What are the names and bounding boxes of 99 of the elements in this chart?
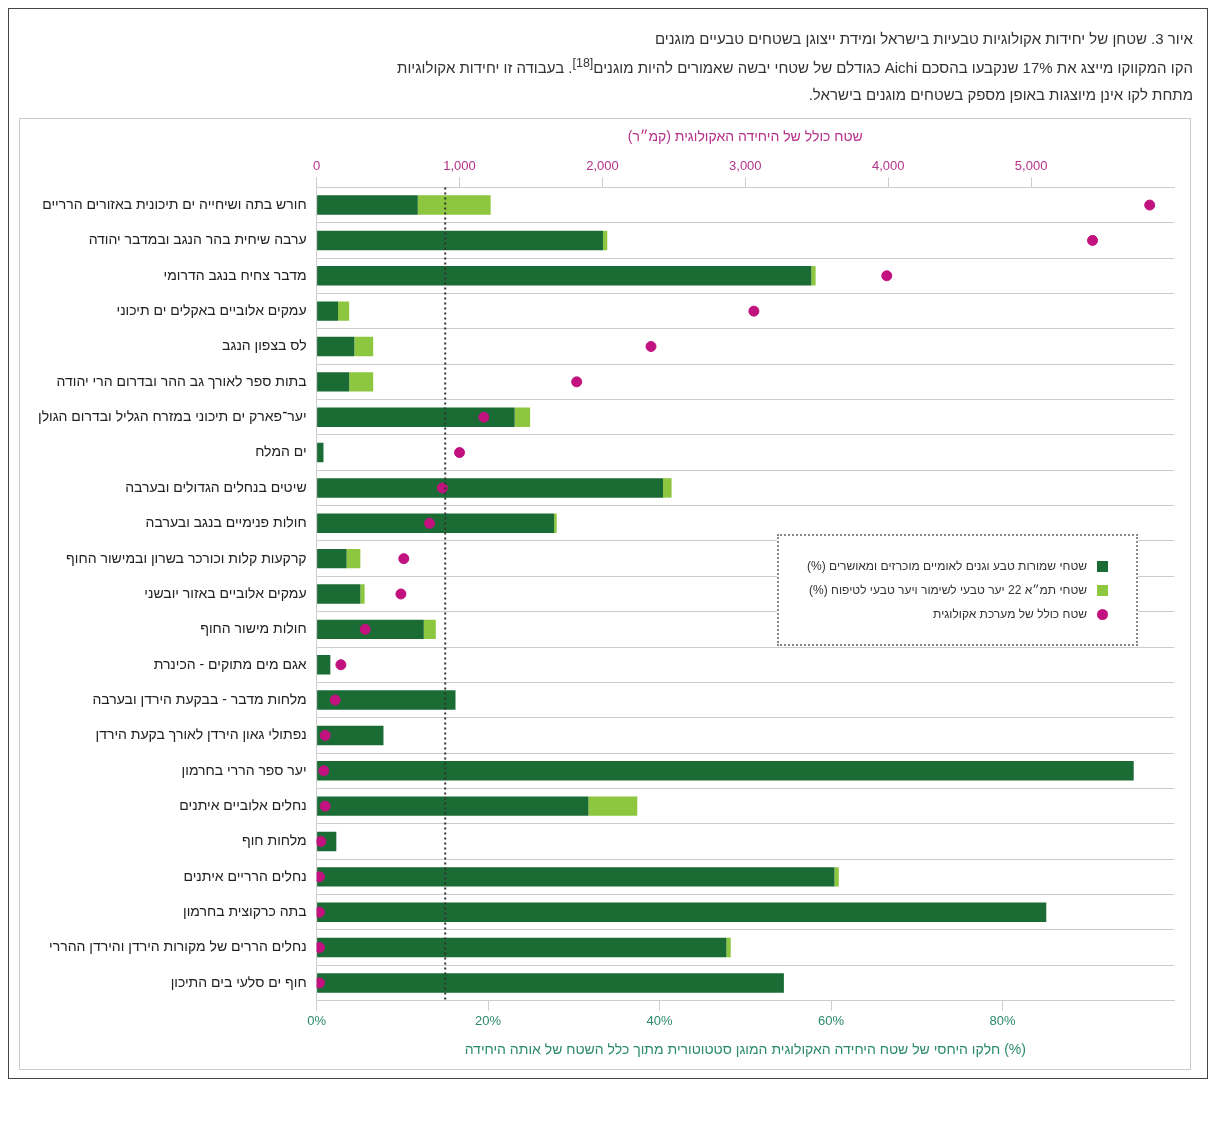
- y-tick-label: שיטים בנחלים הגדולים ובערבה: [125, 478, 307, 495]
- point: [424, 517, 436, 529]
- bar: [317, 548, 347, 569]
- x-tick-label: 80%: [989, 1012, 1016, 1028]
- bar: [317, 973, 784, 993]
- y-tick-label: קרקעות קלות וכורכר בשרון ובמישור החוף: [66, 549, 307, 566]
- point: [319, 800, 331, 812]
- y-tick-label: נחלים הרריים איתנים: [183, 867, 307, 884]
- y-tick-label: עמקים אלוביים באקלים ים תיכוני: [116, 302, 307, 319]
- x2-tick-label: 4,000: [871, 158, 905, 174]
- bar: [317, 654, 331, 675]
- y-tick-label: מלחות מדבר - בבקעת הירדן ובערבה: [92, 690, 307, 707]
- point: [1144, 199, 1156, 211]
- x-tick-label: 20%: [475, 1012, 502, 1028]
- legend-label: שטח כולל של מערכת אקולוגית: [933, 606, 1087, 623]
- y-tick-label: בתות ספר לאורך גב ההר ובדרום הרי יהודה: [56, 372, 307, 389]
- bar: [317, 725, 384, 746]
- bar: [317, 867, 835, 887]
- x-tick-label: 0%: [307, 1012, 327, 1028]
- bar: [588, 796, 638, 816]
- point: [316, 906, 325, 918]
- bar: [317, 513, 555, 534]
- bar: [317, 478, 663, 498]
- point: [748, 305, 760, 317]
- x-tick-label: 60%: [818, 1012, 845, 1028]
- x-axis-title: חלקו היחסי של שטח היחידה האקולוגית המוגן סטטוטורית מתוך כלל השטח של אותה היחידה (%): [464, 1041, 1026, 1058]
- point: [571, 376, 583, 388]
- point: [319, 729, 331, 741]
- bar: [317, 690, 456, 710]
- y-tick-label: יער ספר הררי בחרמון: [181, 761, 307, 778]
- point: [1087, 234, 1099, 246]
- point: [645, 341, 657, 352]
- bar: [349, 372, 374, 392]
- bar: [317, 619, 424, 640]
- y-tick-label: לס בצפון הנגב: [222, 337, 307, 354]
- bar: [317, 266, 812, 286]
- y-tick-label: אגם מים מתוקים - הכינרת: [153, 655, 307, 672]
- point: [359, 623, 371, 635]
- bar: [338, 301, 350, 321]
- bar: [354, 336, 374, 357]
- bar: [317, 230, 603, 251]
- bar: [811, 266, 816, 286]
- bar: [417, 195, 491, 215]
- y-tick-label: ערבה שיחית בהר הנגב ובמדבר יהודה: [88, 231, 307, 248]
- bar: [317, 195, 418, 215]
- y-tick-label: חורש בתה ושיחייה ים תיכונית באזורים הרריים: [42, 195, 307, 212]
- bar: [317, 584, 361, 604]
- y-tick-label: חוף ים סלעי בים התיכון: [170, 973, 307, 990]
- y-tick-label: נפתולי גאון הירדן לאורך בקעת הירדן: [95, 726, 307, 743]
- point: [316, 871, 325, 883]
- x2-tick-label: 3,000: [729, 158, 762, 174]
- bar: [360, 584, 365, 604]
- bar: [317, 796, 589, 816]
- point: [398, 553, 410, 565]
- y-tick-label: חולות פנימיים בנגב ובערבה: [145, 514, 307, 531]
- bar: [346, 548, 361, 569]
- y-tick-label: בתה כרקוצית בחרמון: [182, 903, 307, 920]
- bar: [317, 301, 339, 321]
- x2-tick-label: 5,000: [1014, 158, 1048, 174]
- bar: [834, 867, 839, 887]
- bar: [317, 372, 350, 392]
- legend-label: שטחי שמורות טבע וגנים לאומיים מוכרזים ומאושרים (%): [807, 558, 1087, 575]
- x-tick-label: 40%: [646, 1012, 674, 1028]
- point: [335, 659, 347, 671]
- y-tick-label: ים המלח: [255, 443, 307, 460]
- point: [395, 588, 407, 600]
- bar: [554, 513, 557, 534]
- point: [329, 694, 341, 706]
- bar: [423, 619, 436, 640]
- y-tick-label: יער־פארק ים תיכוני במזרח הגליל ובדרום הגולן: [37, 408, 307, 425]
- bar: [514, 407, 531, 427]
- y-tick-label: חולות מישור החוף: [200, 620, 307, 637]
- point: [316, 942, 325, 954]
- y-tick-label: עמקים אלוביים באזור יובשני: [144, 584, 307, 601]
- point: [316, 977, 325, 989]
- bar: [317, 937, 727, 958]
- point: [436, 482, 448, 494]
- y-tick-label: מלחות חוף: [242, 832, 307, 849]
- point: [454, 447, 466, 459]
- bar: [726, 937, 731, 958]
- chart-title: איור 3. שטחן של יחידות אקולוגיות טבעיות בישראל ומידת ייצוגן בשטחים טבעיים מוגנים: [653, 29, 1193, 49]
- point: [881, 270, 893, 282]
- legend-label: שטחי תמ״א 22 יער טבעי לשימור ויער טבעי לטיפוח (%): [809, 582, 1087, 599]
- bar: [602, 230, 608, 251]
- bar: [317, 336, 355, 357]
- bar: [317, 761, 1134, 781]
- bar: [317, 442, 324, 463]
- x2-tick-label: 2,000: [586, 158, 619, 174]
- point: [478, 411, 490, 423]
- bar: [317, 407, 515, 427]
- y-tick-label: נחלים אלוביים איתנים: [179, 797, 307, 813]
- y-tick-label: מדבר צחיח בנגב הדרומי: [163, 266, 307, 283]
- x2-tick-label: 1,000: [443, 158, 476, 174]
- bar: [663, 478, 672, 498]
- y-tick-label: נחלים הררים של מקורות הירדן והירדן ההררי: [49, 938, 307, 955]
- point: [318, 765, 330, 777]
- bar: [317, 902, 1047, 922]
- x2-axis-title: שטח כולל של היחידה האקולוגית (קמ״ר): [627, 128, 863, 145]
- x2-tick-label: 0: [313, 158, 321, 174]
